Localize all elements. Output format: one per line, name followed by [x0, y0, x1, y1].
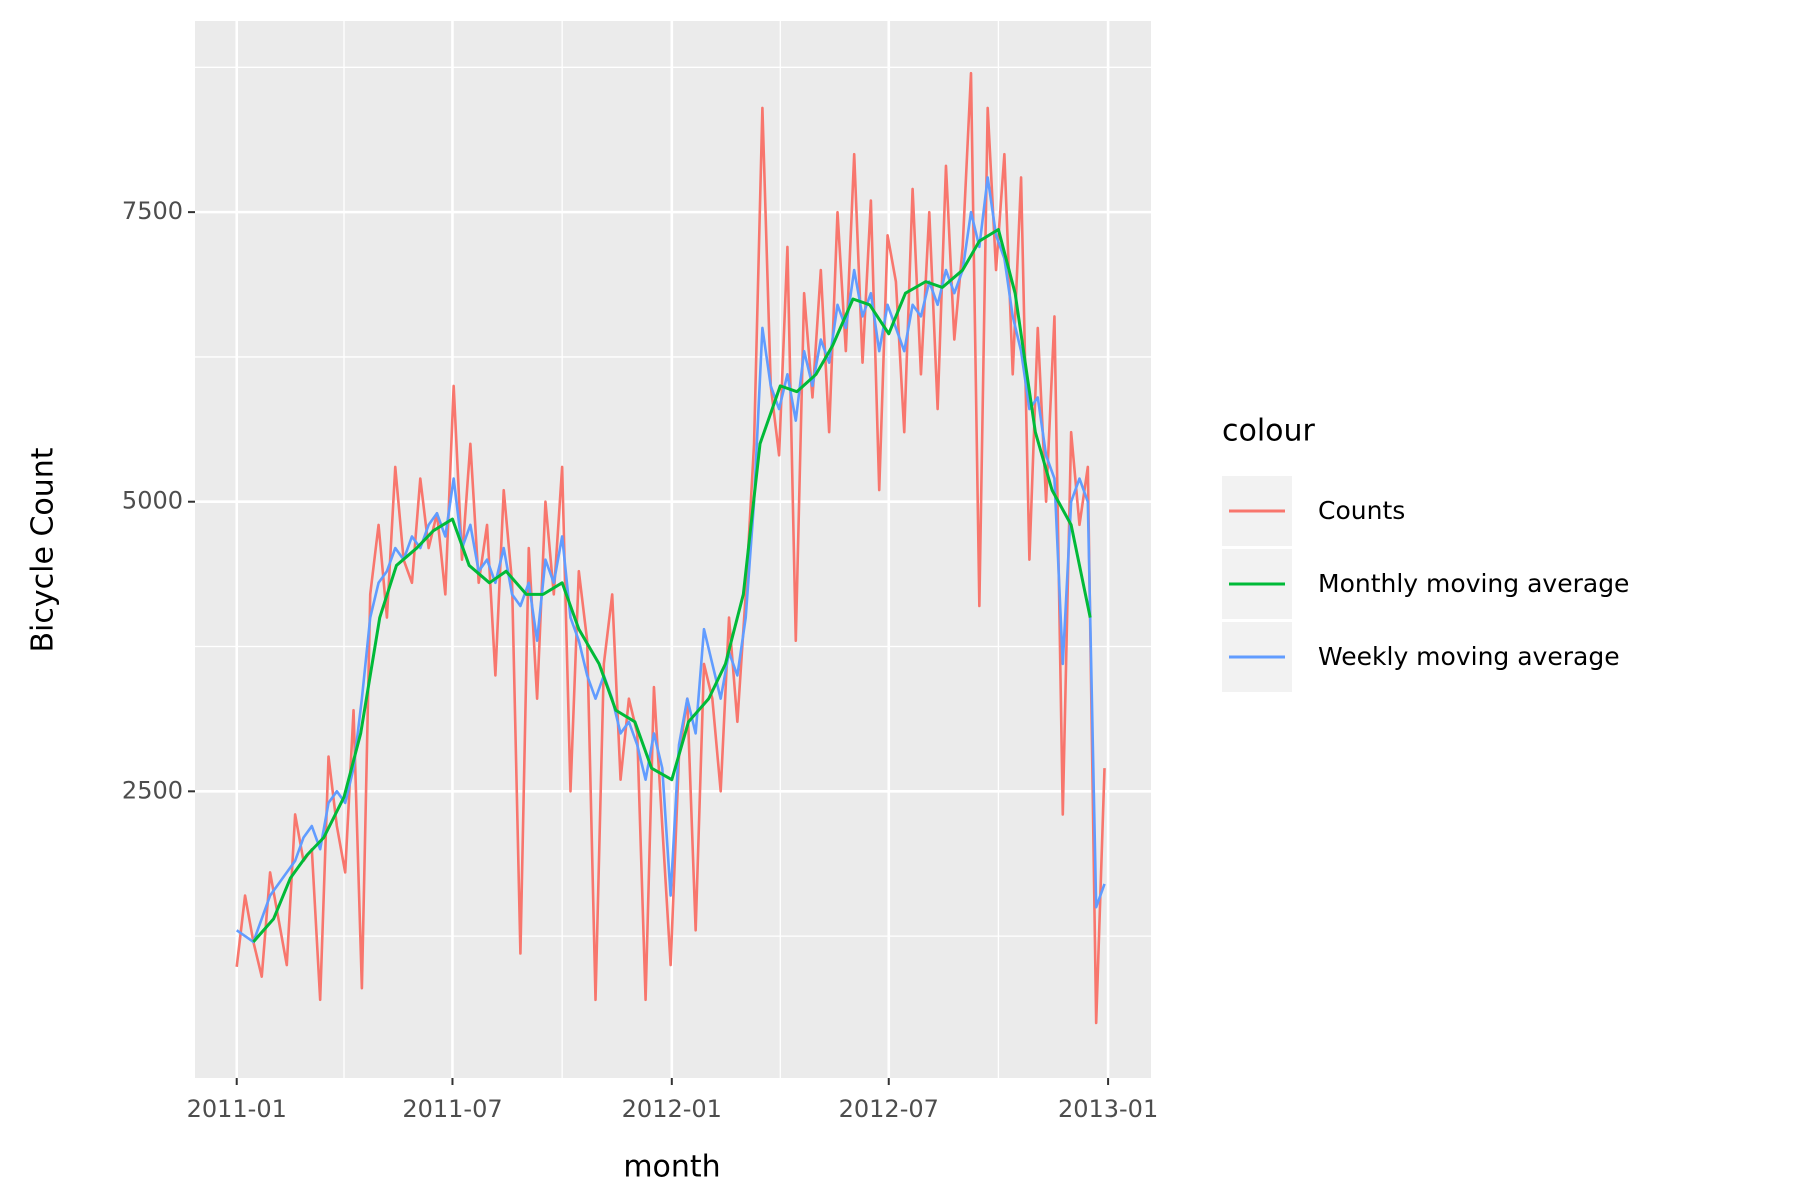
line-series: [252, 228, 1092, 943]
y-axis-title: Bicycle Count: [26, 447, 61, 652]
line-series: [235, 176, 1106, 944]
legend-label: Counts: [1318, 496, 1405, 525]
x-tick-label: 2011-07: [402, 1095, 502, 1123]
y-tick-label: 5000: [122, 487, 183, 515]
x-tick-label: 2012-01: [622, 1095, 722, 1123]
x-tick-label: 2013-01: [1058, 1095, 1158, 1123]
legend-title: colour: [1222, 414, 1316, 449]
legend-label: Weekly moving average: [1318, 642, 1620, 671]
x-tick-label: 2011-01: [187, 1095, 287, 1123]
lines: [235, 71, 1106, 1025]
y-tick-label: 2500: [122, 776, 183, 804]
x-axis-title: month: [623, 1150, 720, 1185]
y-tick-label: 7500: [122, 197, 183, 225]
x-tick-label: 2012-07: [839, 1095, 939, 1123]
legend: Counts Monthly moving average Weekly movin…: [1222, 476, 1629, 692]
legend-label: Monthly moving average: [1318, 569, 1629, 598]
